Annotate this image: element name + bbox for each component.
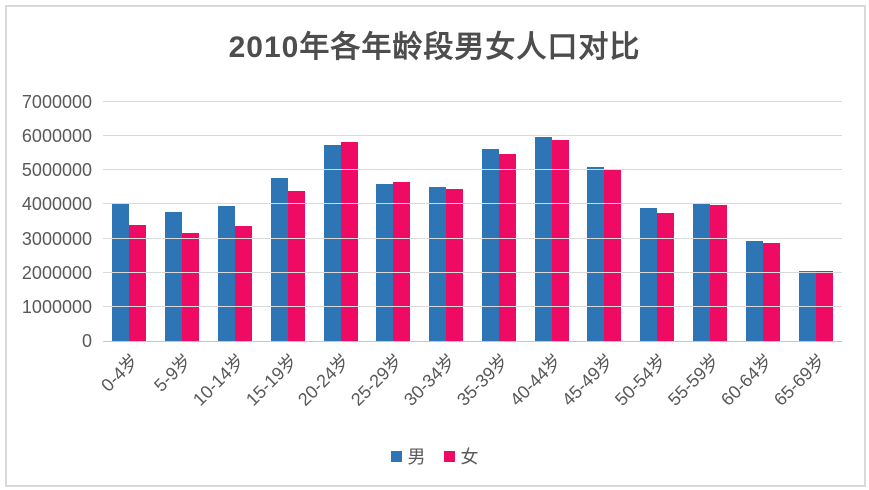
bar-female-6	[393, 181, 411, 341]
y-axis-tick-label: 7000000	[21, 92, 92, 112]
bar-male-5	[323, 144, 341, 341]
bar-female-3	[234, 225, 252, 341]
y-axis-tick-label: 6000000	[21, 126, 92, 147]
y-axis-tick-label: 3000000	[21, 228, 92, 249]
bar-group-5	[314, 102, 367, 341]
x-axis-category-label: 35-39岁	[452, 350, 513, 410]
bar-male-8	[481, 149, 499, 341]
x-axis-category-label: 60-64岁	[716, 350, 777, 410]
bar-group-2	[156, 102, 209, 341]
bar-male-2	[165, 211, 183, 341]
y-axis-labels: 0 1000000 2000000 3000000 4000000 5000000 6000…	[0, 93, 92, 350]
bar-group-4	[261, 102, 314, 341]
bar-female-9	[551, 140, 569, 341]
bar-male-6	[376, 183, 394, 341]
bar-male-3	[217, 206, 235, 341]
bar-female-11	[657, 212, 675, 341]
legend-swatch-female-icon	[443, 450, 455, 462]
gridline	[103, 203, 842, 205]
gridline	[103, 169, 842, 171]
bar-group-3	[209, 102, 262, 341]
gridline	[103, 271, 842, 273]
bars-container	[103, 102, 842, 341]
bar-male-13	[745, 240, 763, 341]
x-axis-category-label: 0-4岁	[97, 350, 143, 396]
bar-male-4	[270, 178, 288, 341]
x-axis-category-label: 20-24岁	[294, 350, 354, 410]
legend-item-male: 男	[390, 443, 426, 469]
bar-female-13	[762, 242, 780, 341]
gridline	[103, 305, 842, 307]
gridline	[103, 135, 842, 137]
bar-group-9	[525, 102, 578, 341]
x-axis-category-label: 30-34岁	[400, 350, 460, 410]
y-axis-tick-label: 5000000	[21, 160, 92, 181]
bar-group-12	[684, 102, 737, 341]
x-axis-category-label: 45-49岁	[558, 350, 618, 410]
legend-item-female: 女	[443, 443, 479, 469]
bar-male-12	[692, 204, 710, 341]
x-axis-labels: 0-4岁 5-9岁 10-14岁 15-19岁 20-24岁 25-29岁 30-34岁 35…	[98, 342, 842, 428]
bar-male-7	[429, 186, 447, 341]
bar-group-10	[578, 102, 631, 341]
bar-group-13	[736, 102, 789, 341]
bar-female-5	[340, 141, 358, 341]
bar-female-4	[287, 191, 305, 341]
gridline	[103, 101, 842, 102]
x-axis-category-label: 5-9岁	[150, 350, 196, 396]
legend-label-male: 男	[407, 447, 426, 467]
bar-female-7	[446, 188, 464, 341]
bar-male-10	[587, 166, 605, 341]
bar-female-8	[498, 153, 516, 341]
bar-group-11	[631, 102, 684, 341]
x-axis-category-label: 25-29岁	[347, 350, 407, 410]
bar-male-11	[640, 207, 658, 341]
bar-female-12	[709, 205, 727, 341]
bar-group-7	[420, 102, 473, 341]
x-axis-category-label: 50-54岁	[611, 350, 671, 410]
x-axis-category-label: 65-69岁	[769, 350, 830, 410]
x-axis-category-label: 55-59岁	[664, 350, 724, 410]
legend-label-female: 女	[460, 447, 479, 467]
bar-male-9	[534, 136, 552, 341]
y-axis-tick-label: 1000000	[21, 296, 92, 317]
legend: 男 女	[0, 443, 869, 469]
bar-group-6	[367, 102, 420, 341]
x-axis-category-label: 40-44岁	[505, 350, 566, 410]
x-axis-category-label: 15-19岁	[241, 350, 302, 410]
bar-female-1	[129, 225, 147, 341]
bar-group-8	[472, 102, 525, 341]
legend-swatch-male-icon	[390, 450, 402, 462]
gridline	[103, 237, 842, 239]
y-axis-tick-label: 0	[81, 331, 92, 351]
bar-female-10	[604, 168, 622, 341]
chart-title: 2010年各年龄段男女人口对比	[228, 31, 641, 64]
bar-female-2	[182, 233, 200, 341]
x-axis-category-label: 10-14岁	[188, 350, 249, 410]
y-axis-tick-label: 2000000	[21, 262, 92, 283]
plot-area	[103, 101, 842, 342]
y-axis-tick-label: 4000000	[21, 194, 92, 215]
